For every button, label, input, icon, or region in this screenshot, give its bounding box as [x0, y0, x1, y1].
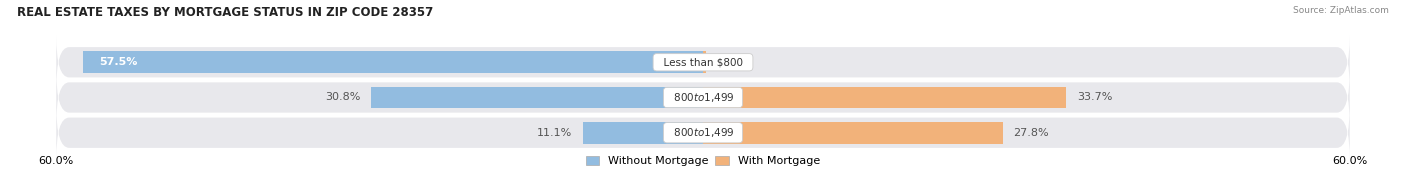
Bar: [83, 51, 703, 73]
Text: 57.5%: 57.5%: [100, 57, 138, 67]
Text: $800 to $1,499: $800 to $1,499: [666, 126, 740, 139]
Bar: [703, 87, 1066, 108]
FancyBboxPatch shape: [56, 70, 1350, 125]
Text: 33.7%: 33.7%: [1077, 92, 1112, 103]
Legend: Without Mortgage, With Mortgage: Without Mortgage, With Mortgage: [586, 156, 820, 166]
Text: REAL ESTATE TAXES BY MORTGAGE STATUS IN ZIP CODE 28357: REAL ESTATE TAXES BY MORTGAGE STATUS IN …: [17, 6, 433, 19]
Bar: [583, 122, 703, 144]
Bar: [703, 122, 1002, 144]
Text: 30.8%: 30.8%: [325, 92, 360, 103]
Text: Less than $800: Less than $800: [657, 57, 749, 67]
Text: Source: ZipAtlas.com: Source: ZipAtlas.com: [1294, 6, 1389, 15]
FancyBboxPatch shape: [56, 35, 1350, 89]
FancyBboxPatch shape: [56, 106, 1350, 160]
Bar: [371, 87, 703, 108]
Text: 27.8%: 27.8%: [1014, 128, 1049, 138]
Text: 11.1%: 11.1%: [537, 128, 572, 138]
Bar: [703, 51, 706, 73]
Text: 0.28%: 0.28%: [717, 57, 752, 67]
Text: $800 to $1,499: $800 to $1,499: [666, 91, 740, 104]
